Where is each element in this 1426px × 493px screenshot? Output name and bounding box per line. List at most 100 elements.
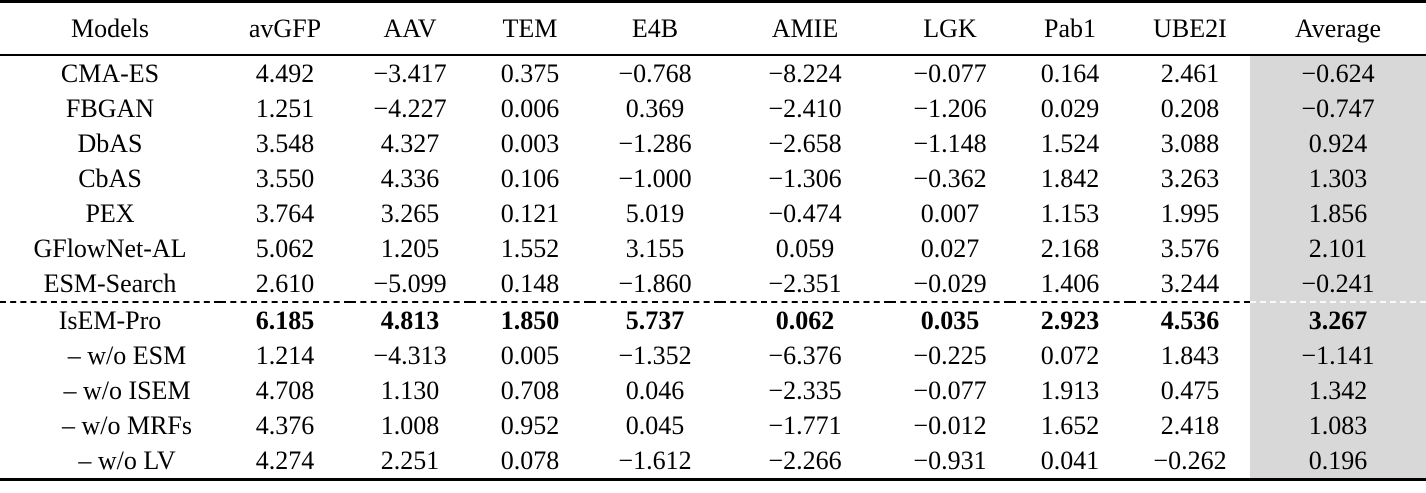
table-row: DbAS 3.548 4.327 0.003 −1.286 −2.658 −1.… [0, 126, 1426, 161]
model-name-cell: FBGAN [65, 93, 155, 123]
value-cell-aav: 1.130 [380, 375, 440, 405]
value-cell-average: 0.924 [1250, 126, 1426, 161]
value-cell-lgk: −0.362 [913, 163, 987, 193]
value-cell-amie: 0.062 [720, 301, 890, 338]
value-cell-aav: 4.327 [380, 128, 440, 158]
column-header-pab1: Pab1 [1010, 1, 1130, 56]
value-cell-ube2i: 0.475 [1160, 375, 1220, 405]
value-cell-tem: 1.552 [500, 233, 560, 263]
value-cell-lgk: 0.035 [890, 301, 1010, 338]
value-cell-ube2i: 3.263 [1160, 163, 1220, 193]
value-cell-pab1: 2.923 [1010, 301, 1130, 338]
value-cell-lgk: −1.206 [913, 93, 987, 123]
value-cell-lgk: −0.012 [913, 410, 987, 440]
model-name-cell: – w/o LV [78, 445, 176, 475]
value-cell-aav: −4.227 [373, 93, 447, 123]
value-cell-aav: 1.205 [380, 233, 440, 263]
value-cell-e4b: 5.019 [625, 198, 685, 228]
value-cell-average: −0.747 [1250, 91, 1426, 126]
value-cell-average: 3.267 [1250, 301, 1426, 338]
value-cell-lgk: −1.148 [913, 128, 987, 158]
model-name-cell: – w/o MRFs [61, 410, 193, 440]
value-cell-amie: −6.376 [768, 340, 842, 370]
model-name-cell: – w/o ESM [67, 340, 187, 370]
value-cell-average: 1.342 [1250, 373, 1426, 408]
value-cell-pab1: 0.041 [1040, 445, 1100, 475]
column-header-aav: AAV [350, 1, 470, 56]
model-name-cell: CMA-ES [60, 58, 160, 88]
value-cell-aav: 4.813 [350, 301, 470, 338]
value-cell-e4b: −1.352 [618, 340, 692, 370]
value-cell-avgfp: 2.610 [255, 268, 315, 298]
value-cell-avgfp: 1.214 [255, 340, 315, 370]
value-cell-lgk: 0.027 [920, 233, 980, 263]
value-cell-average: −0.241 [1250, 266, 1426, 302]
value-cell-avgfp: 1.251 [255, 93, 315, 123]
table-row: PEX 3.764 3.265 0.121 5.019 −0.474 0.007… [0, 196, 1426, 231]
value-cell-avgfp: 4.376 [255, 410, 315, 440]
value-cell-pab1: 2.168 [1040, 233, 1100, 263]
value-cell-aav: −5.099 [373, 268, 447, 298]
value-cell-average: 2.101 [1250, 231, 1426, 266]
model-name-cell: – w/o ISEM [63, 375, 191, 405]
value-cell-ube2i: −0.262 [1153, 445, 1227, 475]
value-cell-e4b: −1.860 [618, 268, 692, 298]
value-cell-pab1: 0.029 [1040, 93, 1100, 123]
value-cell-e4b: 0.046 [625, 375, 685, 405]
results-table: Models avGFP AAV TEM E4B AMIE LGK Pab1 U… [0, 0, 1426, 481]
value-cell-lgk: −0.029 [913, 268, 987, 298]
header-row: Models avGFP AAV TEM E4B AMIE LGK Pab1 U… [0, 1, 1426, 56]
column-header-models: Models [0, 1, 220, 56]
table-row: ESM-Search 2.610 −5.099 0.148 −1.860 −2.… [0, 266, 1426, 302]
value-cell-tem: 0.708 [500, 375, 560, 405]
column-header-ube2i: UBE2I [1130, 1, 1250, 56]
table-row: – w/o ESM 1.214 −4.313 0.005 −1.352 −6.3… [0, 338, 1426, 373]
model-name-cell: ESM-Search [43, 268, 177, 298]
column-header-tem: TEM [470, 1, 590, 56]
value-cell-e4b: −1.286 [618, 128, 692, 158]
value-cell-amie: −8.224 [768, 58, 842, 88]
value-cell-amie: −2.335 [768, 375, 842, 405]
value-cell-tem: 0.078 [500, 445, 560, 475]
value-cell-avgfp: 5.062 [255, 233, 315, 263]
value-cell-lgk: 0.007 [920, 198, 980, 228]
value-cell-lgk: −0.225 [913, 340, 987, 370]
value-cell-avgfp: 4.708 [255, 375, 315, 405]
value-cell-e4b: −0.768 [618, 58, 692, 88]
value-cell-pab1: 1.652 [1040, 410, 1100, 440]
value-cell-ube2i: 4.536 [1130, 301, 1250, 338]
value-cell-average: 1.083 [1250, 408, 1426, 443]
value-cell-amie: −2.266 [768, 445, 842, 475]
value-cell-lgk: −0.931 [913, 445, 987, 475]
value-cell-amie: −2.658 [768, 128, 842, 158]
value-cell-aav: −3.417 [373, 58, 447, 88]
value-cell-tem: 0.003 [500, 128, 560, 158]
value-cell-tem: 1.850 [470, 301, 590, 338]
value-cell-average: 1.303 [1250, 161, 1426, 196]
value-cell-average: −1.141 [1250, 338, 1426, 373]
table-row: FBGAN 1.251 −4.227 0.006 0.369 −2.410 −1… [0, 91, 1426, 126]
table-row: IsEM-Pro 6.185 4.813 1.850 5.737 0.062 0… [0, 301, 1426, 338]
value-cell-avgfp: 3.764 [255, 198, 315, 228]
value-cell-average: 0.196 [1250, 443, 1426, 480]
value-cell-amie: −2.410 [768, 93, 842, 123]
value-cell-e4b: 3.155 [625, 233, 685, 263]
value-cell-aav: 4.336 [380, 163, 440, 193]
value-cell-amie: −0.474 [768, 198, 842, 228]
table-row: CMA-ES 4.492 −3.417 0.375 −0.768 −8.224 … [0, 55, 1426, 91]
value-cell-ube2i: 1.843 [1160, 340, 1220, 370]
value-cell-amie: 0.059 [775, 233, 835, 263]
value-cell-ube2i: 2.418 [1160, 410, 1220, 440]
table-row: – w/o MRFs 4.376 1.008 0.952 0.045 −1.77… [0, 408, 1426, 443]
column-header-average: Average [1250, 1, 1426, 56]
value-cell-e4b: 0.045 [625, 410, 685, 440]
value-cell-avgfp: 6.185 [220, 301, 350, 338]
value-cell-amie: −2.351 [768, 268, 842, 298]
table-row: – w/o LV 4.274 2.251 0.078 −1.612 −2.266… [0, 443, 1426, 480]
value-cell-tem: 0.148 [500, 268, 560, 298]
value-cell-ube2i: 0.208 [1160, 93, 1220, 123]
value-cell-pab1: 1.913 [1040, 375, 1100, 405]
value-cell-ube2i: 2.461 [1160, 58, 1220, 88]
table-row: GFlowNet-AL 5.062 1.205 1.552 3.155 0.05… [0, 231, 1426, 266]
